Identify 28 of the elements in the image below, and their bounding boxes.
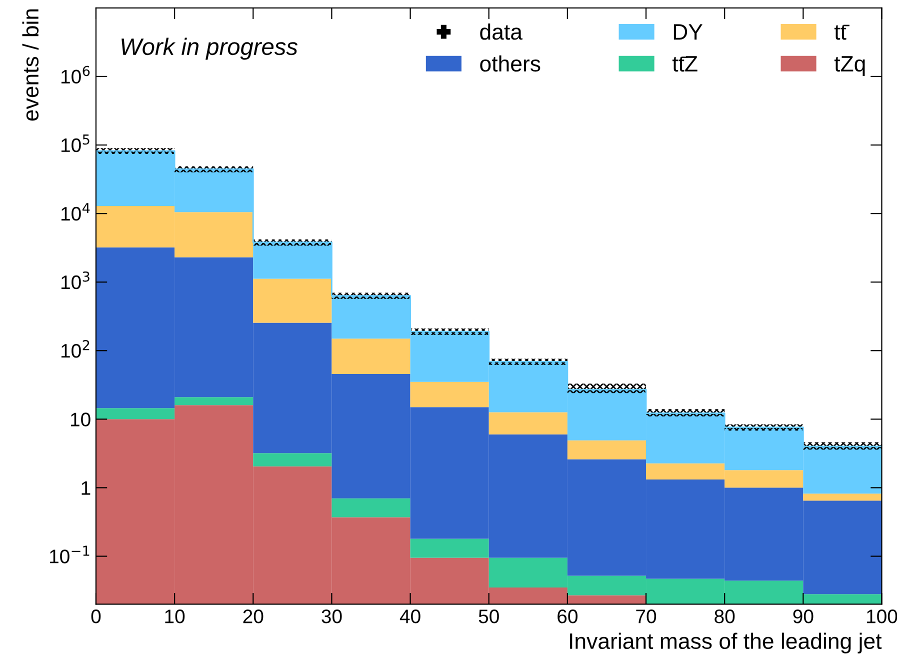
legend-label: others [480, 55, 540, 72]
x-tick-label: 70 [636, 610, 656, 624]
y-tick-label: 10$^{2}$ [61, 340, 90, 358]
x-tick-label: 40 [400, 610, 420, 624]
y-axis-title: events / bin [22, 9, 39, 121]
y-tick-label: 10$^{−1}$ [50, 546, 90, 564]
x-tick-label: 0 [91, 610, 101, 624]
legend-label: tt̄ [834, 24, 850, 40]
y-tick-label: 1 [82, 481, 90, 495]
x-tick-label: 60 [558, 610, 578, 624]
y-tick-label: 10$^{6}$ [61, 66, 90, 84]
y-tick-label: 10$^{4}$ [61, 203, 90, 221]
x-tick-label: 10 [165, 610, 185, 624]
x-tick-label: 20 [243, 610, 264, 624]
y-tick-label: 10$^{3}$ [61, 271, 90, 290]
y-tick-label: 10$^{5}$ [61, 134, 90, 152]
x-tick-label: 30 [322, 610, 342, 624]
x-axis-title: Invariant mass of the leading jet [570, 632, 882, 654]
x-tick-label: 80 [714, 610, 735, 624]
x-tick-label: 50 [478, 610, 499, 624]
legend-label: data [480, 23, 522, 40]
y-tick-label: 10 [70, 412, 90, 426]
legend-label: DY [674, 24, 702, 40]
x-tick-label: 90 [793, 610, 814, 624]
annotation: Work in progress [122, 38, 298, 60]
legend-label: tt̄Z [672, 56, 698, 72]
x-tick-label: 100 [867, 610, 897, 624]
legend-label: tZq [834, 56, 865, 76]
